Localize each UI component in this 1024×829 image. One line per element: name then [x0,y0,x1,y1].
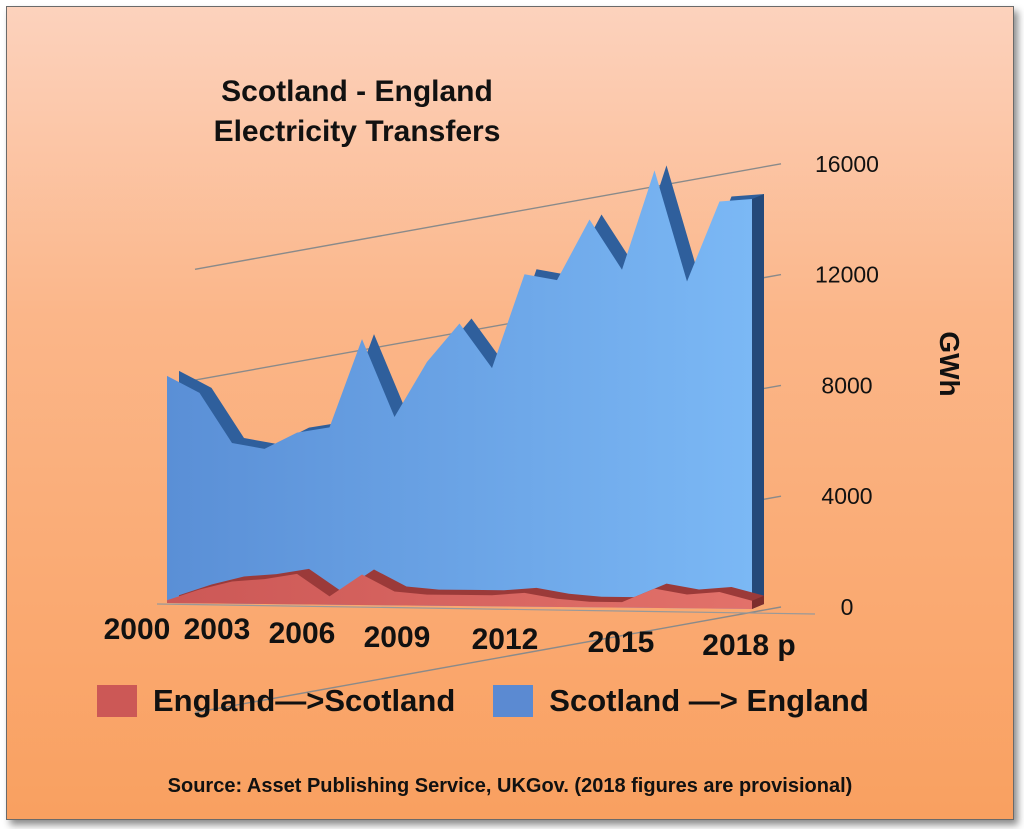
legend-label-england-to-scotland: England—>Scotland [153,683,456,718]
chart-frame: 0 4000 8000 12000 16000 2000 2003 2006 2009 2012 2… [6,6,1014,820]
y-tick-label-16000: 16000 [815,151,879,177]
gridline-0 [194,606,782,714]
legend-swatch-england-to-scotland [97,685,137,717]
chart-plot: 0 4000 8000 12000 16000 2000 2003 2006 2009 2012 2… [104,151,965,714]
x-tick-label-2012: 2012 [472,623,539,656]
y-tick-label-0: 0 [841,594,854,620]
chart-title-line-1: Scotland - England [221,75,493,108]
chart-title-line-2: Electricity Transfers [213,115,501,148]
legend-label-scotland-to-england: Scotland —> England [549,683,869,718]
x-tick-label-2003: 2003 [184,613,251,646]
y-tick-label-4000: 4000 [821,483,872,509]
source-note: Source: Asset Publishing Service, UKGov.… [167,775,853,797]
x-tick-label-2018: 2018 p [702,629,795,662]
series-side-face [752,194,764,610]
legend-item-england-to-scotland: England—>Scotland [97,683,455,719]
x-axis-line [156,603,816,615]
series-scotland-to-england [167,165,764,610]
y-tick-label-12000: 12000 [815,262,879,288]
gridline-16000 [194,163,782,270]
x-tick-label-2006: 2006 [269,617,336,650]
series-england-to-scotland [167,568,764,609]
series-front-face [167,170,752,609]
series-side-face [752,595,764,609]
x-tick-label-2015: 2015 [588,626,655,659]
legend-item-scotland-to-england: Scotland —> England [493,683,869,719]
y-axis-label: GWh [934,331,965,396]
legend-swatch-scotland-to-england [493,685,534,717]
x-tick-label-2000: 2000 [104,613,171,646]
x-tick-label-2009: 2009 [364,621,431,654]
chart-legend: England—>Scotland Scotland —> England [97,679,907,723]
y-tick-label-8000: 8000 [821,372,872,398]
series-front-face [167,573,752,609]
